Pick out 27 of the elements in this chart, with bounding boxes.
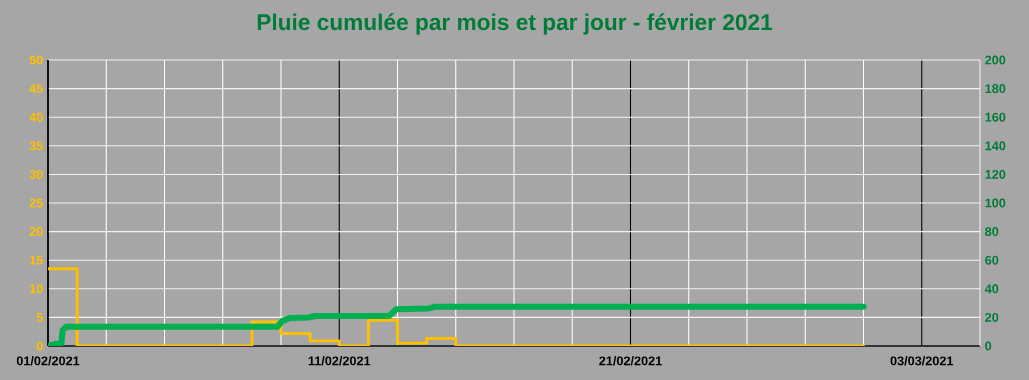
y-tick-label: 10 bbox=[30, 284, 43, 294]
y2-tick-label: 0 bbox=[985, 341, 992, 351]
y-tick-label: 50 bbox=[29, 55, 43, 65]
y-tick-label: 25 bbox=[29, 198, 43, 208]
x-tick-label: 01/02/2021 bbox=[16, 356, 80, 366]
y-tick-label: 20 bbox=[29, 227, 43, 237]
x-tick-label: 03/03/2021 bbox=[890, 356, 954, 366]
y-tick-label: 5 bbox=[36, 312, 43, 322]
y2-tick-label: 200 bbox=[985, 55, 1006, 65]
y2-tick-label: 60 bbox=[985, 255, 999, 265]
y2-tick-label: 80 bbox=[985, 227, 999, 237]
y2-tick-label: 40 bbox=[984, 284, 999, 294]
y-tick-label: 45 bbox=[29, 84, 43, 94]
y2-tick-label: 140 bbox=[985, 141, 1006, 151]
chart-title: Pluie cumulée par mois et par jour - février 2021 bbox=[257, 13, 773, 35]
y2-tick-label: 180 bbox=[985, 84, 1006, 94]
y2-tick-label: 120 bbox=[985, 169, 1006, 179]
x-tick-label: 21/02/2021 bbox=[599, 356, 662, 366]
y-tick-label: 30 bbox=[29, 169, 43, 179]
y-tick-label: 40 bbox=[29, 112, 43, 122]
y-tick-label: 0 bbox=[36, 341, 43, 351]
x-tick-label: 11/02/2021 bbox=[308, 356, 371, 366]
y2-tick-label: 160 bbox=[985, 112, 1006, 122]
y2-tick-label: 100 bbox=[985, 198, 1006, 208]
y2-tick-label: 20 bbox=[985, 312, 999, 322]
y-tick-label: 35 bbox=[29, 141, 43, 151]
y-tick-label: 15 bbox=[30, 255, 43, 265]
